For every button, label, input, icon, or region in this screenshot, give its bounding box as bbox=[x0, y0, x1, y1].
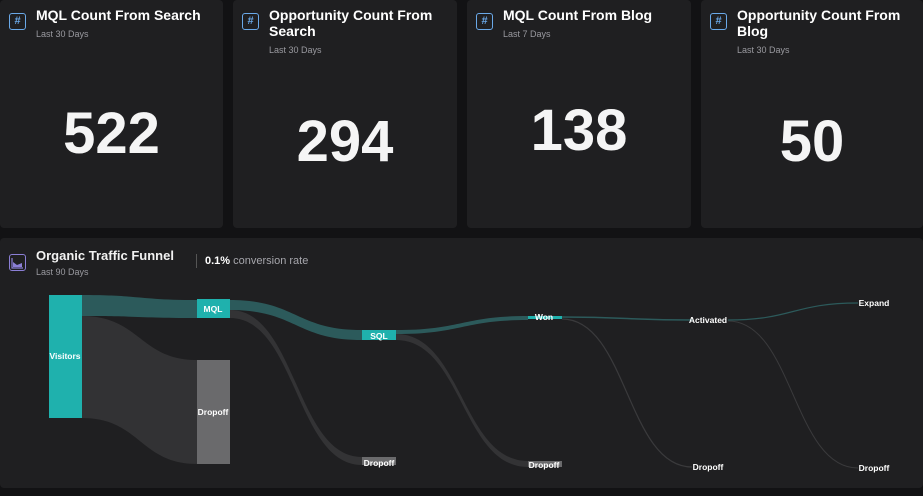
card-period: Last 30 Days bbox=[269, 45, 322, 55]
flow-sql-won bbox=[396, 316, 528, 334]
card-period: Last 30 Days bbox=[36, 29, 89, 39]
card-value: 522 bbox=[63, 101, 160, 166]
label-dropoff-5: Dropoff bbox=[859, 463, 890, 473]
funnel-period: Last 90 Days bbox=[36, 267, 89, 277]
kpi-card-opportunity-blog[interactable]: # Opportunity Count From Blog Last 30 Da… bbox=[701, 0, 923, 228]
card-value: 294 bbox=[296, 109, 394, 174]
node-sql[interactable] bbox=[362, 330, 396, 340]
hash-icon: # bbox=[242, 13, 259, 30]
kpi-card-mql-search[interactable]: # MQL Count From Search Last 30 Days 522 bbox=[0, 0, 223, 228]
flow-visitors-mql bbox=[82, 295, 197, 318]
card-title: Opportunity Count From Blog Last 30 Days bbox=[737, 7, 913, 58]
kpi-card-mql-blog[interactable]: # MQL Count From Blog Last 7 Days 138 bbox=[467, 0, 691, 228]
sankey-diagram: Visitors MQL Dropoff SQL Dropoff Won Dro… bbox=[49, 295, 890, 473]
label-dropoff-3: Dropoff bbox=[529, 460, 560, 470]
flow-won-dropoff bbox=[561, 318, 693, 468]
label-dropoff-2: Dropoff bbox=[364, 458, 395, 468]
node-won[interactable] bbox=[528, 316, 562, 319]
card-title: MQL Count From Search Last 30 Days bbox=[36, 7, 213, 42]
label-dropoff-4: Dropoff bbox=[693, 462, 724, 472]
node-dropoff-2[interactable] bbox=[362, 457, 396, 465]
organic-traffic-funnel-panel: Organic Traffic Funnel Last 90 Days 0.1%… bbox=[0, 238, 923, 488]
conversion-label: conversion rate bbox=[230, 255, 309, 267]
label-expand: Expand bbox=[859, 298, 890, 308]
hash-icon: # bbox=[476, 13, 493, 30]
card-title: Opportunity Count From Search Last 30 Da… bbox=[269, 7, 447, 58]
card-period: Last 30 Days bbox=[737, 45, 790, 55]
flow-sql-dropoff bbox=[396, 334, 528, 467]
conversion-value: 0.1% bbox=[205, 255, 231, 267]
label-activated: Activated bbox=[689, 315, 727, 325]
conversion-rate: 0.1% conversion rate bbox=[196, 254, 308, 268]
flow-activated-dropoff bbox=[727, 320, 859, 469]
card-period: Last 7 Days bbox=[503, 29, 551, 39]
card-title: MQL Count From Blog Last 7 Days bbox=[503, 7, 681, 42]
flow-mql-sql bbox=[230, 300, 362, 340]
card-value: 138 bbox=[530, 98, 628, 163]
node-mql[interactable] bbox=[197, 299, 230, 318]
flow-won-activated bbox=[561, 316, 693, 321]
label-won: Won bbox=[535, 312, 553, 322]
node-dropoff-1[interactable] bbox=[197, 360, 230, 464]
flow-activated-expand bbox=[727, 302, 859, 321]
hash-icon: # bbox=[710, 13, 727, 30]
area-chart-icon bbox=[9, 254, 26, 271]
node-dropoff-3[interactable] bbox=[528, 461, 562, 467]
flow-visitors-dropoff bbox=[82, 316, 197, 464]
funnel-title: Organic Traffic Funnel bbox=[36, 248, 174, 263]
card-value: 50 bbox=[779, 109, 845, 174]
node-visitors[interactable] bbox=[49, 295, 82, 418]
kpi-card-opportunity-search[interactable]: # Opportunity Count From Search Last 30 … bbox=[233, 0, 457, 228]
flow-mql-dropoff bbox=[230, 310, 362, 465]
label-visitors: Visitors bbox=[49, 351, 80, 361]
label-sql: SQL bbox=[370, 331, 387, 341]
hash-icon: # bbox=[9, 13, 26, 30]
label-mql: MQL bbox=[204, 304, 223, 314]
label-dropoff-1: Dropoff bbox=[198, 407, 229, 417]
